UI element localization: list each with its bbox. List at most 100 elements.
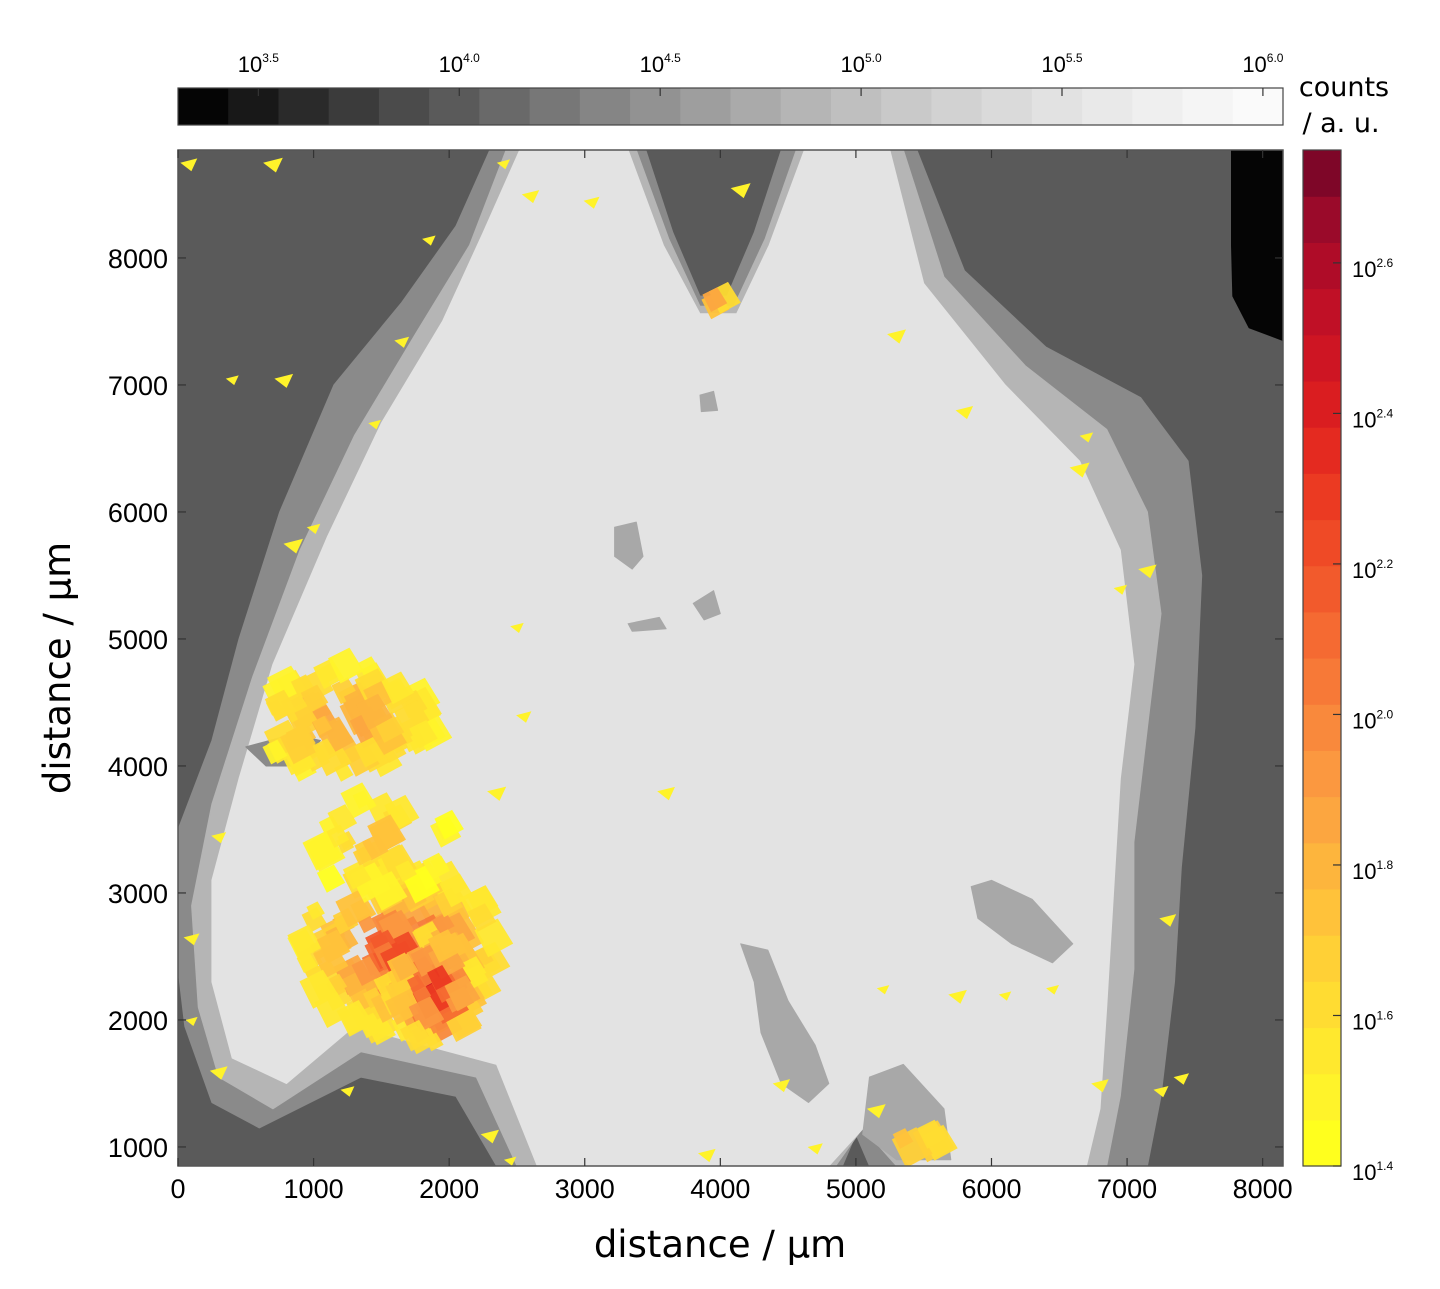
red-colorbar-tick-label: 101.8 xyxy=(1352,858,1393,884)
gray-colorbar-tick-label: 105.0 xyxy=(841,51,882,77)
gray-colorbar-band xyxy=(178,88,229,125)
red-colorbar-band xyxy=(1303,242,1341,290)
hot-spot-speck xyxy=(1079,432,1094,443)
hot-spot-speck xyxy=(1046,985,1059,995)
hot-spot-speck xyxy=(487,786,507,801)
hot-spot-cell xyxy=(312,715,333,736)
red-colorbar-band xyxy=(1303,380,1341,428)
gray-colorbar-band xyxy=(981,88,1033,125)
gray-colorbar-band xyxy=(278,88,330,125)
hot-spot-speck xyxy=(887,329,906,344)
red-colorbar-tick-label: 101.6 xyxy=(1352,1009,1393,1035)
gray-colorbar-band xyxy=(630,88,681,125)
y-axis-tick-label: 2000 xyxy=(108,1006,168,1036)
x-axis-tick-label: 7000 xyxy=(1097,1174,1157,1204)
red-colorbar-band xyxy=(1303,334,1341,382)
y-axis-tick-label: 8000 xyxy=(108,244,168,274)
x-axis: 0 1000 2000 3000 4000 5000 6000 7000 8000 xyxy=(170,150,1293,1204)
red-colorbar-band xyxy=(1303,842,1341,890)
gray-colorbar-band xyxy=(1082,88,1133,125)
hot-spot-cell xyxy=(409,720,438,749)
hot-spot-speck xyxy=(209,1066,228,1080)
hot-spot-cell xyxy=(400,1019,432,1052)
gray-colorbar-band xyxy=(1182,88,1234,125)
hot-spot-cell xyxy=(262,739,288,765)
hot-spot-cell xyxy=(306,901,325,920)
hot-spot-cell xyxy=(434,809,464,840)
hot-spot-cell xyxy=(892,1128,914,1149)
red-colorbar-strip xyxy=(1303,150,1341,1167)
hot-spot-cell xyxy=(367,814,406,854)
y-axis-tick-label: 1000 xyxy=(108,1133,168,1163)
hot-spot-speck xyxy=(730,183,751,199)
red-colorbar-band xyxy=(1303,658,1341,705)
gray-colorbar-ticks: 103.5 104.0 104.5 105.0 105.5 106.0 xyxy=(238,51,1284,96)
hot-spot-speck xyxy=(496,159,510,170)
gray-region-patch-lower xyxy=(740,943,830,1103)
red-colorbar-band xyxy=(1303,473,1341,521)
x-axis-tick-label: 3000 xyxy=(555,1174,615,1204)
hot-spot-speck xyxy=(211,832,227,844)
hot-spot-cell xyxy=(352,790,372,809)
y-axis-tick-label: 4000 xyxy=(108,752,168,782)
hot-spot-speck xyxy=(1113,584,1127,595)
hot-spot-speck xyxy=(955,406,974,420)
gray-colorbar-band xyxy=(479,88,531,125)
hot-spot-cell xyxy=(317,665,337,685)
hot-spot-speck xyxy=(394,336,410,348)
hot-spot-speck xyxy=(283,538,303,554)
y-axis-label: distance / µm xyxy=(36,542,79,794)
red-colorbar-band xyxy=(1303,935,1341,982)
red-colorbar-tick-label: 102.4 xyxy=(1352,407,1393,433)
red-colorbar-tick-label: 102.0 xyxy=(1352,708,1393,734)
gray-colorbar-band xyxy=(881,88,933,125)
hot-spot-speck xyxy=(583,196,600,209)
hot-spot-speck xyxy=(948,989,967,1004)
hot-spot-cell xyxy=(351,956,382,986)
red-colorbar-band xyxy=(1303,196,1341,243)
gray-region-patch-right xyxy=(970,879,1074,964)
red-colorbar-band xyxy=(1303,1119,1341,1167)
gray-colorbar-band xyxy=(730,88,782,125)
hot-spot-speck xyxy=(274,373,294,388)
red-colorbar-band xyxy=(1303,888,1341,936)
hot-spot-speck xyxy=(368,419,381,430)
hot-spot-cell xyxy=(407,974,425,993)
gray-region-black-corner xyxy=(1231,150,1283,341)
gray-colorbar-frame xyxy=(177,87,1284,126)
red-colorbar-band xyxy=(1303,288,1341,336)
red-colorbar-tick-label: 102.6 xyxy=(1352,256,1393,282)
hot-spot-speck xyxy=(876,985,890,995)
red-colorbar-band xyxy=(1303,611,1341,659)
hot-spot-speck xyxy=(504,1156,517,1166)
hot-spot-cell xyxy=(391,953,419,981)
hot-spot-cell xyxy=(312,738,338,763)
hot-spot-cell xyxy=(327,804,358,834)
y-axis: 1000 2000 3000 4000 5000 6000 7000 8000 xyxy=(108,244,1283,1163)
hot-spot-speck xyxy=(998,991,1012,1001)
red-colorbar-band xyxy=(1303,1073,1341,1121)
gray-colorbar-band xyxy=(1132,88,1184,125)
hot-spot-speck xyxy=(340,1086,355,1097)
gray-colorbar-band xyxy=(429,88,480,125)
red-colorbar-band xyxy=(1303,427,1341,474)
hot-spot-cell xyxy=(367,871,408,911)
gray-colorbar-band xyxy=(579,88,631,125)
gray-colorbar-band xyxy=(378,88,430,125)
colorbar-unit-line2: / a. u. xyxy=(1302,108,1379,139)
gray-colorbar: 103.5 104.0 104.5 105.0 105.5 106.0 counts / … xyxy=(177,51,1389,139)
hot-spot-cell xyxy=(467,903,497,932)
red-colorbar-band xyxy=(1303,796,1341,844)
hot-spot-cell xyxy=(316,864,346,893)
gray-colorbar-band xyxy=(529,88,581,125)
gray-colorbar-band xyxy=(328,88,380,125)
hot-spot-speck xyxy=(1159,914,1177,927)
x-axis-tick-label: 8000 xyxy=(1233,1174,1293,1204)
hot-spot-cell xyxy=(381,671,415,705)
hot-spot-speck xyxy=(657,786,675,801)
hot-spot-speck xyxy=(698,1148,716,1163)
x-axis-tick-label: 4000 xyxy=(690,1174,750,1204)
hot-spot-cell xyxy=(328,647,364,684)
x-axis-label: distance / µm xyxy=(594,1223,846,1266)
red-colorbar-band xyxy=(1303,565,1341,613)
